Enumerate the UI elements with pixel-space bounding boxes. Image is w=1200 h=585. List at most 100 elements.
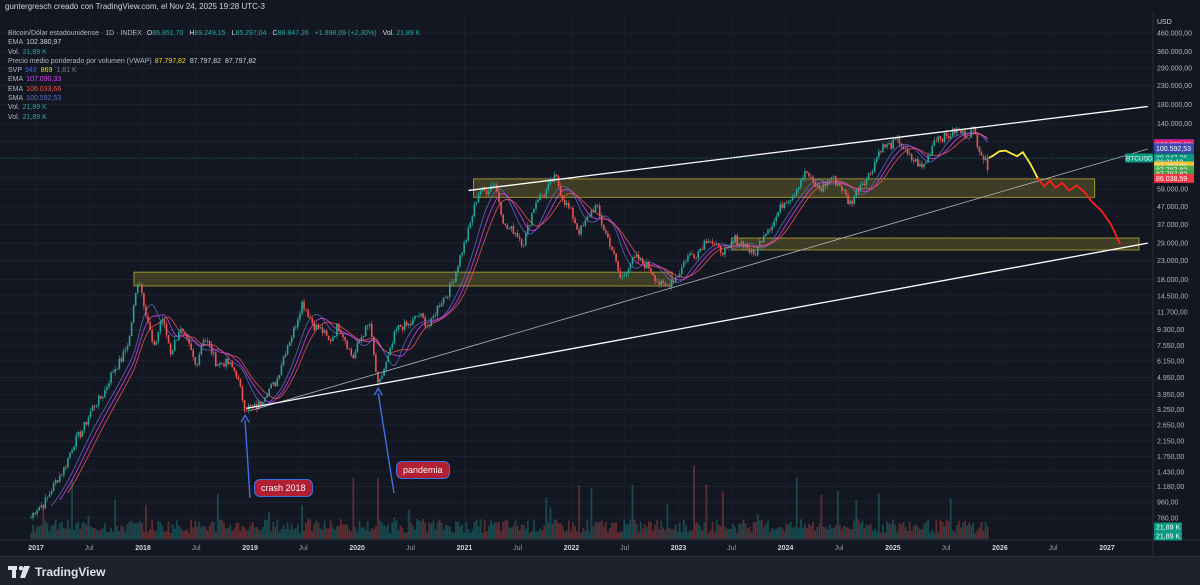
volume-bar — [368, 531, 371, 539]
volume-bar — [262, 527, 264, 539]
candle-body — [405, 321, 408, 326]
y-tick-label: 1.430,00 — [1157, 469, 1184, 476]
volume-bar — [120, 525, 123, 539]
currency-label: USD — [1157, 19, 1172, 26]
candle-body — [338, 323, 340, 332]
volume-bar — [592, 526, 595, 539]
candle-body — [89, 411, 92, 418]
volume-bar — [379, 520, 381, 539]
volume-bar — [830, 527, 833, 539]
legend-indicator-row[interactable]: Vol. 21,89 K — [8, 113, 420, 122]
legend-indicator-row[interactable]: SMA 100.592,53 — [8, 94, 420, 103]
chart-canvas[interactable]: 460.000,00 360.000,00 290.000,00 230.000,00… — [0, 13, 1200, 555]
candle-body — [769, 229, 771, 231]
volume-bar — [73, 530, 76, 539]
volume-bar — [968, 522, 971, 539]
indicator-name: SVP — [8, 67, 23, 75]
candle-body — [529, 225, 531, 227]
ohlc-vol: 21,89 K — [396, 30, 421, 37]
candle-body — [549, 179, 552, 184]
candle-body — [832, 176, 835, 178]
volume-bar — [898, 523, 901, 539]
candle-body — [161, 319, 164, 322]
legend-indicator-row[interactable]: EMA 107.090,33 — [8, 75, 420, 84]
candle-body — [114, 369, 116, 373]
legend-indicator-row[interactable]: EMA 102.380,97 — [8, 38, 420, 47]
volume-bar — [547, 522, 550, 539]
legend-indicator-row[interactable]: Precio medio ponderado por volumen (VWAP… — [8, 57, 420, 66]
candle-body — [385, 361, 387, 370]
volume-bar — [450, 531, 453, 539]
candle-body — [305, 309, 307, 311]
volume-bar — [588, 531, 591, 539]
candle-body — [756, 245, 759, 256]
volume-bar — [465, 521, 468, 539]
candle-body — [334, 335, 336, 338]
candle-body — [446, 296, 449, 298]
volume-bar — [233, 528, 236, 539]
legend-indicator-row[interactable]: Vol. 21,89 K — [8, 48, 420, 57]
legend-symbol-row[interactable]: Bitcoin/Dólar estadounidense · 1D · INDE… — [8, 29, 420, 38]
volume-bar — [290, 523, 293, 539]
legend-indicator-row[interactable]: Vol. 21,89 K — [8, 103, 420, 112]
indicator-value: 21,89 K — [22, 104, 47, 112]
volume-bar — [75, 523, 78, 539]
price-chart[interactable]: 460.000,00 360.000,00 290.000,00 230.000,00… — [0, 13, 1200, 555]
volume-bar — [294, 527, 297, 539]
volume-bar — [108, 531, 110, 539]
tradingview-brand[interactable]: TradingView — [8, 565, 105, 579]
volume-bar — [500, 531, 503, 539]
indicator-value: 107.090,33 — [26, 76, 62, 84]
candle-body — [217, 364, 219, 367]
candle-body — [69, 452, 71, 458]
legend-indicator-row[interactable]: EMA 106.033,66 — [8, 85, 420, 94]
candle-body — [93, 406, 96, 407]
candle-body — [717, 243, 720, 246]
legend-indicator-row[interactable]: SVP 943 869 1,81 K — [8, 66, 420, 75]
candle-body — [779, 204, 782, 213]
volume-bar — [705, 484, 708, 539]
indicator-name: Precio medio ponderado por volumen (VWAP… — [8, 57, 152, 65]
volume-bar — [391, 522, 394, 539]
candle-body — [904, 148, 907, 150]
candle-body — [586, 216, 589, 221]
symbol-title[interactable]: Bitcoin/Dólar estadounidense · 1D · INDE… — [8, 30, 142, 37]
ema-line-red — [67, 133, 988, 494]
candle-body — [615, 253, 617, 262]
candle-body — [941, 138, 944, 142]
volume-bar — [331, 527, 334, 539]
volume-bar — [664, 530, 667, 539]
candle-body — [715, 243, 718, 245]
volume-bar — [520, 524, 523, 539]
volume-bar — [621, 531, 624, 539]
y-tick-label: 7.550,00 — [1157, 343, 1184, 350]
candle-body — [459, 255, 461, 267]
volume-bar — [650, 522, 652, 539]
candle-body — [857, 189, 860, 192]
candle-body — [933, 140, 936, 146]
volume-bar — [769, 532, 771, 539]
volume-bar — [422, 518, 425, 539]
volume-bar — [432, 520, 435, 539]
volume-bar — [442, 529, 445, 539]
candle-body — [331, 337, 334, 342]
candle-body — [206, 340, 209, 342]
candle-body — [919, 163, 921, 167]
candle-body — [401, 326, 404, 330]
volume-bar — [754, 521, 757, 539]
volume-bar — [448, 526, 451, 539]
volume-bar — [89, 526, 92, 539]
volume-bar — [695, 522, 698, 539]
candle-body — [590, 210, 593, 217]
volume-bar — [317, 522, 320, 539]
volume-bar — [255, 527, 258, 539]
indicator-name: Vol. — [8, 104, 20, 112]
candle-body — [514, 232, 517, 234]
candle-body — [689, 253, 691, 256]
volume-bar — [680, 532, 683, 539]
volume-bar — [598, 521, 601, 539]
volume-bar — [393, 517, 396, 539]
volume-bar — [781, 528, 784, 539]
candle-body — [701, 248, 704, 250]
x-tick-label: Jul — [406, 545, 415, 552]
